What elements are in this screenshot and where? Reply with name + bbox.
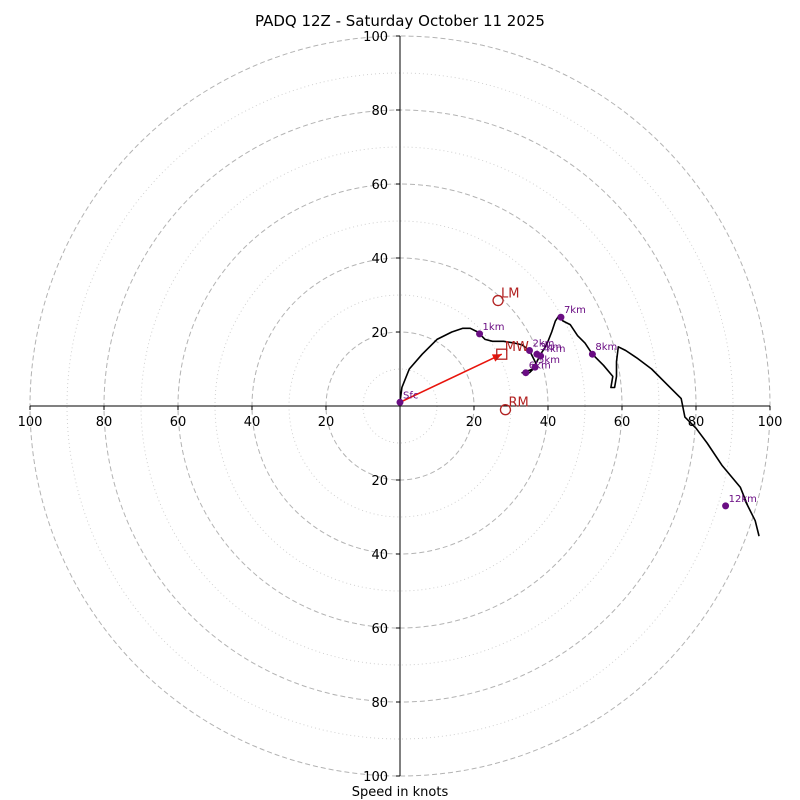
height-label-2km: 2km xyxy=(533,339,555,350)
height-label-4km: 4km xyxy=(544,344,566,355)
height-label-8km: 8km xyxy=(595,342,617,353)
height-label-7km: 7km xyxy=(564,305,586,316)
height-marker-5km xyxy=(531,363,539,371)
shear-vector-line xyxy=(399,353,503,404)
y-tick-label: 60 xyxy=(371,178,388,193)
y-tick-label: 40 xyxy=(371,252,388,267)
hodograph-trace xyxy=(399,314,760,537)
x-tick-label: 60 xyxy=(614,415,631,430)
x-tick-label: 60 xyxy=(170,415,187,430)
y-tick-label: 80 xyxy=(371,104,388,119)
storm-motion-markers: LM MW RM xyxy=(492,287,529,416)
x-tick-label: 40 xyxy=(244,415,261,430)
x-tick-label: 100 xyxy=(758,415,783,430)
height-marker-2km xyxy=(526,347,533,354)
height-label-Sfc: Sfc xyxy=(403,390,418,401)
x-axis-label: Speed in knots xyxy=(352,785,449,800)
y-tick-label: 100 xyxy=(363,770,388,785)
motion-label-RM: RM xyxy=(508,396,528,411)
motion-label-MW: MW xyxy=(505,340,529,355)
x-tick-label: 20 xyxy=(466,415,483,430)
x-tick-label: 20 xyxy=(318,415,335,430)
motion-marker-RM xyxy=(499,404,512,416)
height-label-5km: 5km xyxy=(538,355,560,366)
motion-marker-MW xyxy=(496,348,508,360)
height-label-6km: 6km xyxy=(529,361,551,372)
axes xyxy=(30,36,770,776)
x-tick-label: 80 xyxy=(688,415,705,430)
y-tick-label: 20 xyxy=(371,474,388,489)
y-tick-label: 100 xyxy=(363,30,388,45)
height-marker-4km xyxy=(537,352,545,360)
height-marker-7km xyxy=(557,313,565,321)
height-marker-Sfc xyxy=(396,398,404,406)
height-label-12km: 12km xyxy=(729,494,757,505)
y-tick-label: 80 xyxy=(371,696,388,711)
height-label-1km: 1km xyxy=(483,322,505,333)
x-tick-label: 100 xyxy=(18,415,43,430)
tick-labels: 100 100 80 80 60 60 40 40 20 20 20 20 40 40 60 60 80 80 10… xyxy=(18,30,783,785)
height-marker-8km xyxy=(588,350,596,358)
height-marker-1km xyxy=(476,330,484,338)
y-tick-label: 60 xyxy=(371,622,388,637)
x-tick-label: 40 xyxy=(540,415,557,430)
y-tick-label: 20 xyxy=(371,326,388,341)
wind-trace-line xyxy=(399,314,760,537)
motion-marker-LM xyxy=(492,294,504,307)
height-marker-12km xyxy=(722,502,730,510)
chart-title: PADQ 12Z - Saturday October 11 2025 xyxy=(255,12,545,30)
height-label-3km: 3km xyxy=(540,342,562,353)
y-tick-label: 40 xyxy=(371,548,388,563)
height-marker-6km xyxy=(522,369,530,377)
motion-label-LM: LM xyxy=(501,287,519,302)
x-tick-label: 80 xyxy=(96,415,113,430)
